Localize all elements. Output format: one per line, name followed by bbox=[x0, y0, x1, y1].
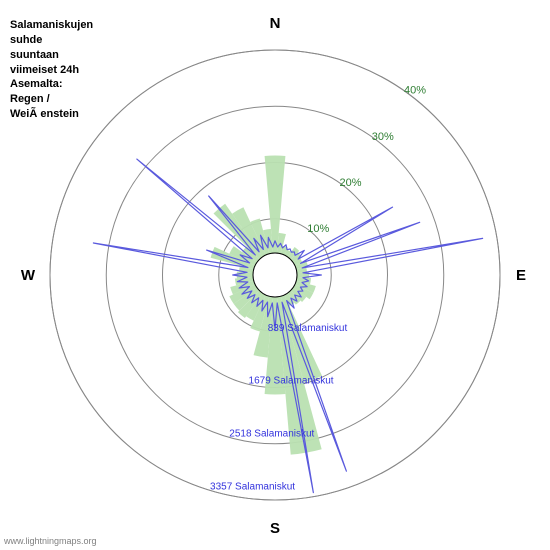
svg-text:N: N bbox=[270, 15, 281, 32]
svg-text:839 Salamaniskut: 839 Salamaniskut bbox=[268, 323, 348, 334]
ring-percent-labels: 10% 20% 30% 40% bbox=[307, 85, 426, 235]
credit-text: www.lightningmaps.org bbox=[4, 536, 97, 546]
svg-text:3357 Salamaniskut: 3357 Salamaniskut bbox=[210, 481, 295, 492]
svg-text:E: E bbox=[516, 267, 526, 284]
center-hole bbox=[253, 253, 297, 297]
svg-text:40%: 40% bbox=[404, 85, 426, 97]
svg-text:20%: 20% bbox=[340, 177, 362, 189]
svg-text:10%: 10% bbox=[307, 223, 329, 235]
chart-title: Salamaniskujensuhdesuuntaanviimeiset 24h… bbox=[10, 18, 93, 122]
svg-text:30%: 30% bbox=[372, 131, 394, 143]
svg-text:W: W bbox=[21, 267, 36, 284]
svg-text:S: S bbox=[270, 520, 280, 537]
svg-text:2518 Salamaniskut: 2518 Salamaniskut bbox=[229, 429, 314, 440]
svg-text:1679 Salamaniskut: 1679 Salamaniskut bbox=[249, 376, 334, 387]
